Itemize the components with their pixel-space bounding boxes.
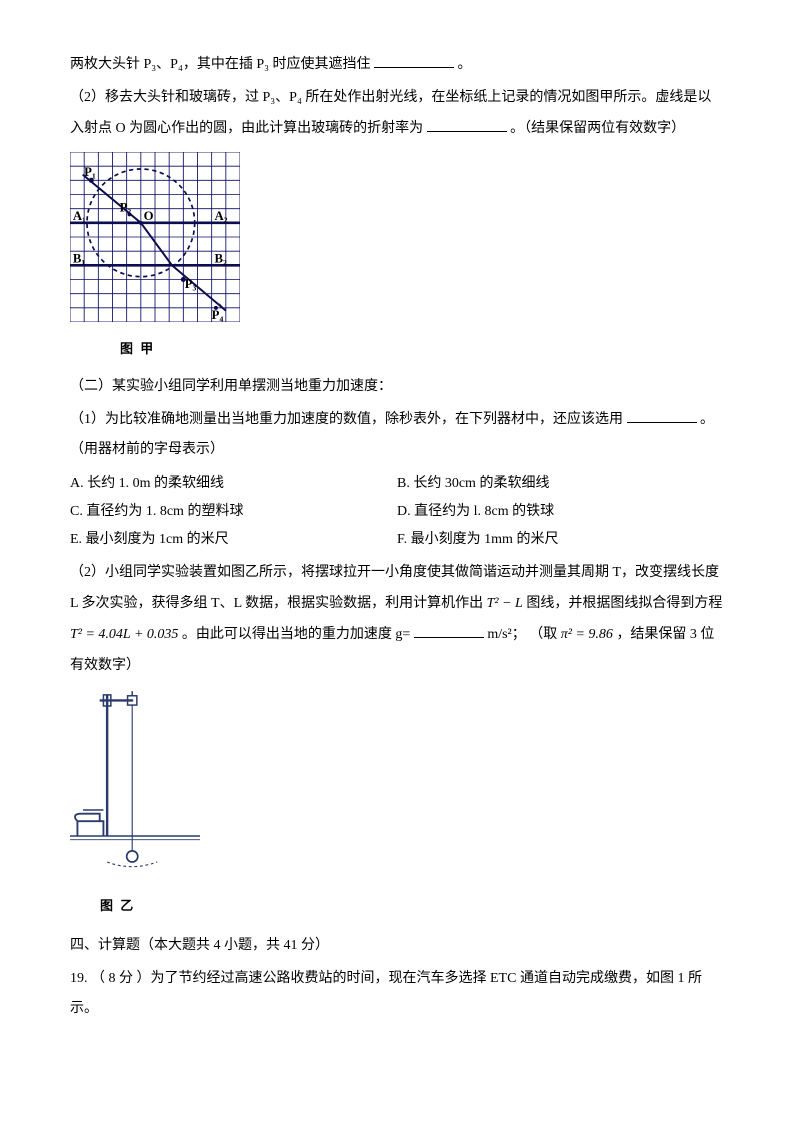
options-list: A. 长约 1. 0m 的柔软细线 B. 长约 30cm 的柔软细线 C. 直径… (70, 470, 724, 554)
text: （1）为比较准确地测量出当地重力加速度的数值，除秒表外，在下列器材中，还应该选用 (70, 412, 623, 427)
svg-text:P₄: P₄ (212, 309, 224, 323)
text: 图线，并根据图线拟合得到方程 (526, 596, 722, 611)
svg-text:B₁: B₁ (73, 252, 86, 266)
question-2-1: （1）为比较准确地测量出当地重力加速度的数值，除秒表外，在下列器材中，还应该选用… (70, 405, 724, 467)
option-f: F. 最小刻度为 1mm 的米尺 (397, 526, 724, 554)
svg-text:O: O (144, 209, 154, 223)
text: 。（结果保留两位有效数字） (510, 121, 685, 136)
diagram-grid: P₁ P₂ O A₁ A₂ B₁ B₂ P₃ P₄ (70, 152, 240, 322)
text: 两枚大头针 P₃、P₄，其中在插 P₃ 时应使其遮挡住 (70, 57, 371, 72)
option-c: C. 直径约为 1. 8cm 的塑料球 (70, 498, 397, 526)
svg-text:B₂: B₂ (215, 252, 228, 266)
text: m/s²； （取 (487, 627, 557, 642)
fill-blank (414, 621, 484, 637)
section-2-intro: （二）某实验小组同学利用单摆测当地重力加速度： (70, 372, 724, 403)
equation: T² = 4.04L + 0.035 (70, 627, 178, 642)
section-4-title: 四、计算题（本大题共 4 小题，共 41 分） (70, 931, 724, 962)
option-a: A. 长约 1. 0m 的柔软细线 (70, 470, 397, 498)
text: 。 (458, 57, 472, 72)
question-19: 19. （ 8 分 ）为了节约经过高速公路收费站的时间，现在汽车多选择 ETC … (70, 964, 724, 1026)
option-b: B. 长约 30cm 的柔软细线 (397, 470, 724, 498)
fill-blank (427, 115, 507, 131)
question-2-2: （2）小组同学实验装置如图乙所示，将摆球拉开一小角度使其做简谐运动并测量其周期 … (70, 558, 724, 681)
fill-blank (374, 52, 454, 68)
figure-2: 图 乙 (70, 689, 724, 920)
svg-text:A₂: A₂ (215, 209, 228, 223)
text: 。由此可以得出当地的重力加速度 g= (182, 627, 410, 642)
pendulum-apparatus (70, 689, 200, 879)
svg-text:P₂: P₂ (120, 201, 132, 215)
svg-text:P₁: P₁ (84, 165, 96, 179)
figure-1-caption: 图 甲 (120, 335, 724, 364)
equation: π² = 9.86 (561, 627, 613, 642)
figure-2-caption: 图 乙 (100, 892, 724, 921)
equation: T² − L (487, 596, 523, 611)
figure-1: P₁ P₂ O A₁ A₂ B₁ B₂ P₃ P₄ 图 甲 (70, 152, 724, 363)
fill-blank (627, 406, 697, 422)
paragraph-p2: （2）移去大头针和玻璃砖，过 P₃、P₄ 所在处作出射光线，在坐标纸上记录的情况… (70, 83, 724, 145)
svg-text:A₁: A₁ (73, 209, 86, 223)
paragraph-p1: 两枚大头针 P₃、P₄，其中在插 P₃ 时应使其遮挡住 。 (70, 50, 724, 81)
option-d: D. 直径约为 l. 8cm 的铁球 (397, 498, 724, 526)
option-e: E. 最小刻度为 1cm 的米尺 (70, 526, 397, 554)
svg-text:P₃: P₃ (185, 277, 197, 291)
